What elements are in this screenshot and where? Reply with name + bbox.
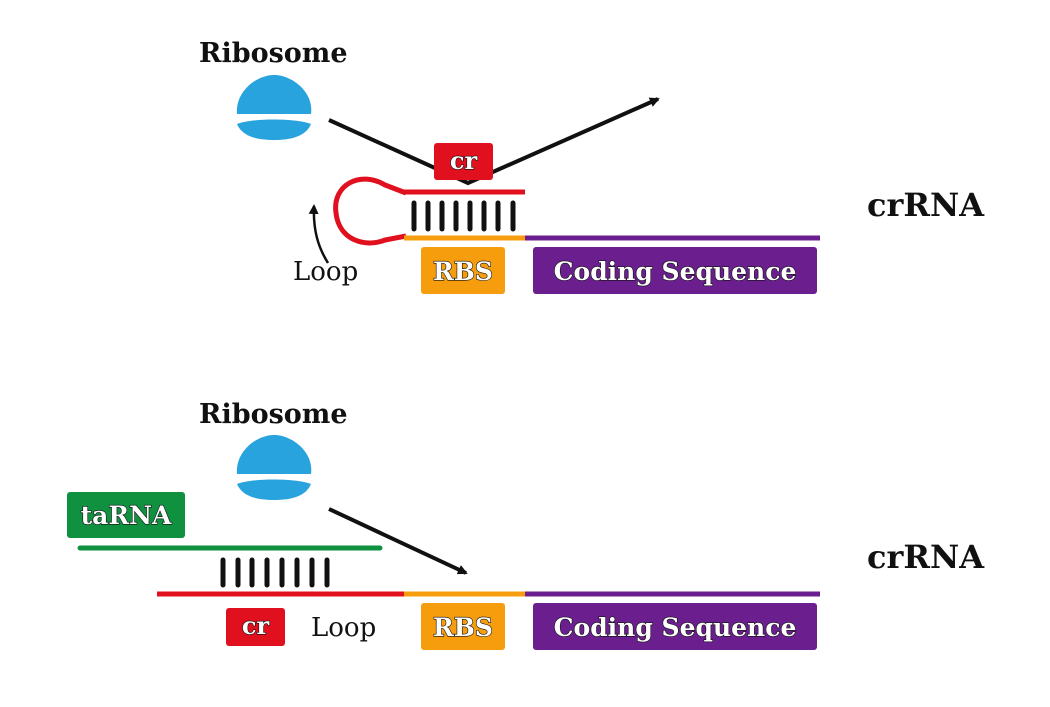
bottom-tarna-label: taRNA [81, 501, 172, 530]
top-ribosome-path-arrow [328, 97, 660, 186]
bottom-coding-box [533, 603, 817, 650]
top-base-pairs [411, 200, 516, 232]
top-loop-arrow [308, 204, 330, 264]
bottom-panel: Ribosome taRNA cr Loop RB [67, 399, 985, 650]
top-rbs-box [421, 247, 505, 294]
bottom-rbs-label: RBS [433, 613, 493, 642]
top-loop-label: Loop [293, 257, 358, 287]
top-rbs-label: RBS [433, 257, 493, 286]
bottom-tarna-box [67, 492, 185, 538]
top-coding-box [533, 247, 817, 294]
bottom-rbs-box [421, 603, 505, 650]
bottom-ribosome-icon [236, 435, 312, 500]
bottom-loop-label: Loop [311, 613, 376, 643]
top-hairpin-loop [333, 176, 407, 246]
bottom-coding-label: Coding Sequence [554, 613, 797, 642]
top-ribosome-icon [236, 75, 312, 140]
top-cr-box [434, 143, 493, 180]
top-ribosome-label: Ribosome [199, 38, 348, 69]
bottom-crrna-label: crRNA [867, 538, 985, 576]
bottom-ribosome-label: Ribosome [199, 399, 348, 430]
bottom-ribosome-binding-arrow [328, 507, 468, 575]
top-panel: Ribosome cr Loop [199, 38, 985, 294]
bottom-cr-box [226, 608, 285, 646]
top-crrna-label: crRNA [867, 186, 985, 224]
top-cr-label: cr [450, 146, 478, 175]
bottom-cr-label: cr [242, 611, 270, 640]
top-coding-label: Coding Sequence [554, 257, 797, 286]
bottom-base-pairs [220, 557, 330, 588]
